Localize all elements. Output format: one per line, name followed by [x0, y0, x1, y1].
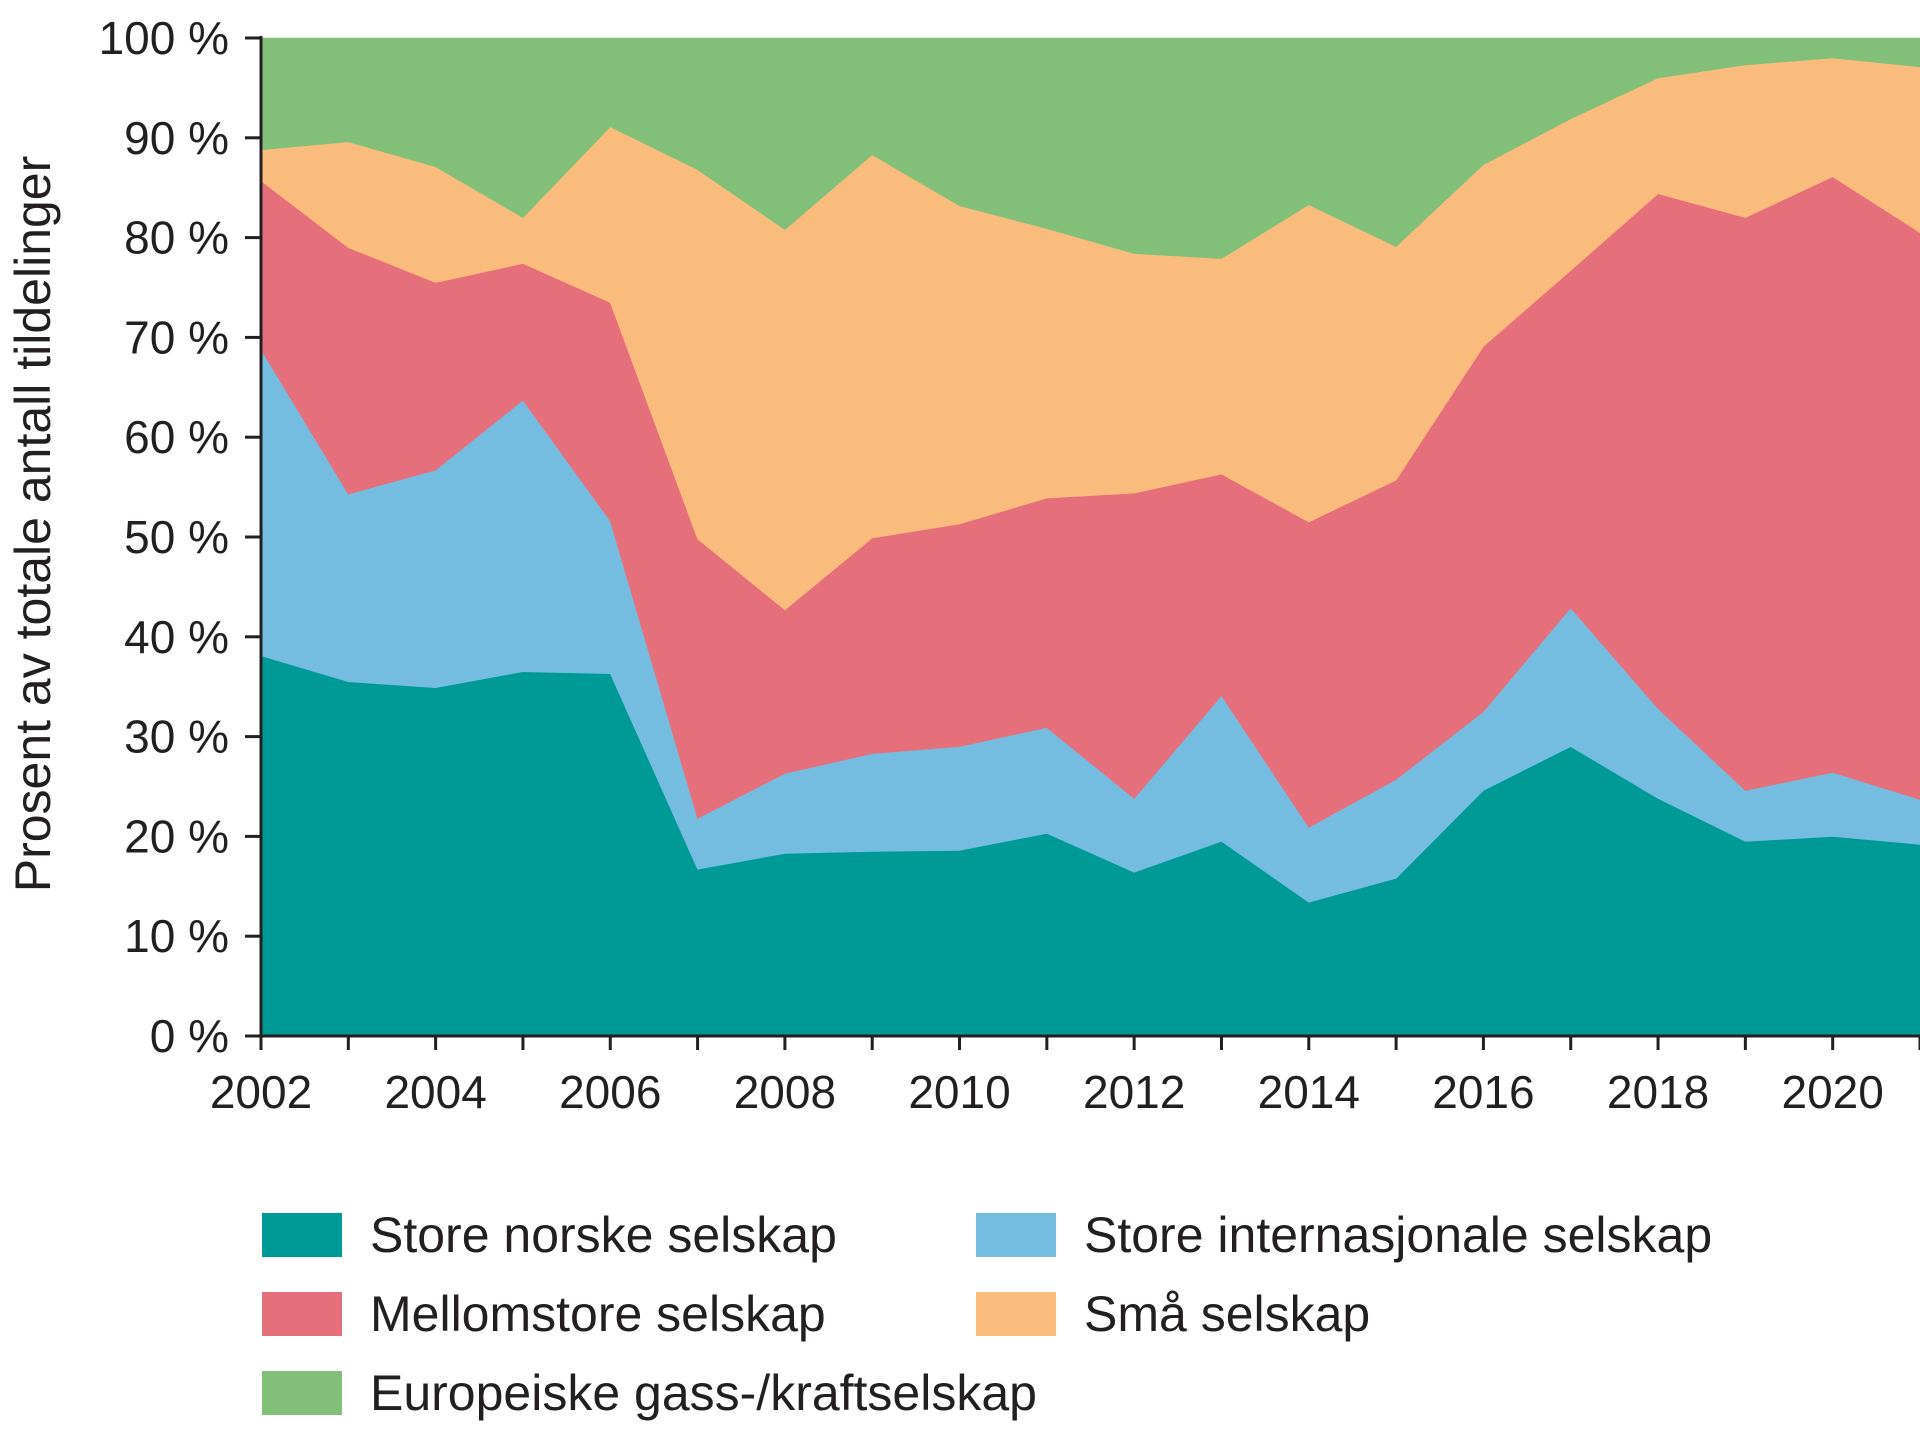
legend-label: Små selskap [1084, 1286, 1371, 1342]
y-tick-labels: 0 % 10 % 20 % 30 % 40 % 50 % 60 % 70 % 80 % 90 % 1… [99, 12, 229, 1062]
x-tick-labels: 2002 2004 2006 2008 2010 2012 2014 2016 2018 2020 [210, 1066, 1884, 1118]
y-tick-label: 40 % [124, 611, 229, 663]
legend-label: Store norske selskap [370, 1207, 837, 1263]
y-tick-label: 90 % [124, 112, 229, 164]
y-tick-label: 70 % [124, 311, 229, 363]
y-tick-label: 20 % [124, 810, 229, 862]
y-tick-label: 80 % [124, 212, 229, 264]
legend-item-store-internasjonale: Store internasjonale selskap [976, 1206, 1712, 1264]
x-tick-label: 2016 [1432, 1066, 1534, 1118]
y-tick-label: 60 % [124, 411, 229, 463]
y-tick-label: 0 % [150, 1010, 229, 1062]
chart-axes [245, 36, 1920, 1050]
legend-label: Europeiske gass-/kraftselskap [370, 1365, 1037, 1421]
x-tick-label: 2014 [1258, 1066, 1360, 1118]
x-tick-label: 2018 [1607, 1066, 1709, 1118]
x-tick-label: 2002 [210, 1066, 312, 1118]
legend-label: Mellomstore selskap [370, 1286, 826, 1342]
legend-swatch [262, 1213, 342, 1257]
legend-item-store-norske: Store norske selskap [262, 1206, 837, 1264]
legend-item-europeiske: Europeiske gass-/kraftselskap [262, 1364, 1037, 1422]
legend-swatch [976, 1213, 1056, 1257]
legend-item-mellomstore: Mellomstore selskap [262, 1285, 826, 1343]
legend-swatch [262, 1292, 342, 1336]
area-series-4 [260, 37, 1920, 259]
legend-swatch [262, 1371, 342, 1415]
x-tick-label: 2008 [734, 1066, 836, 1118]
x-tick-label: 2004 [384, 1066, 486, 1118]
x-tick-label: 2006 [559, 1066, 661, 1118]
y-tick-label: 100 % [99, 12, 229, 64]
legend-label: Store internasjonale selskap [1084, 1207, 1713, 1263]
y-axis-title: Prosent av totale antall tildelinger [5, 156, 61, 893]
y-tick-label: 50 % [124, 511, 229, 563]
y-tick-label: 10 % [124, 910, 229, 962]
stacked-area-chart: 0 % 10 % 20 % 30 % 40 % 50 % 60 % 70 % 80 % 90 % 1… [5, 12, 1920, 1118]
x-tick-label: 2020 [1782, 1066, 1884, 1118]
chart-areas [260, 37, 1920, 1037]
x-tick-label: 2012 [1083, 1066, 1185, 1118]
y-tick-label: 30 % [124, 711, 229, 763]
legend-item-sma: Små selskap [976, 1285, 1370, 1343]
x-tick-label: 2010 [908, 1066, 1010, 1118]
legend-swatch [976, 1292, 1056, 1336]
